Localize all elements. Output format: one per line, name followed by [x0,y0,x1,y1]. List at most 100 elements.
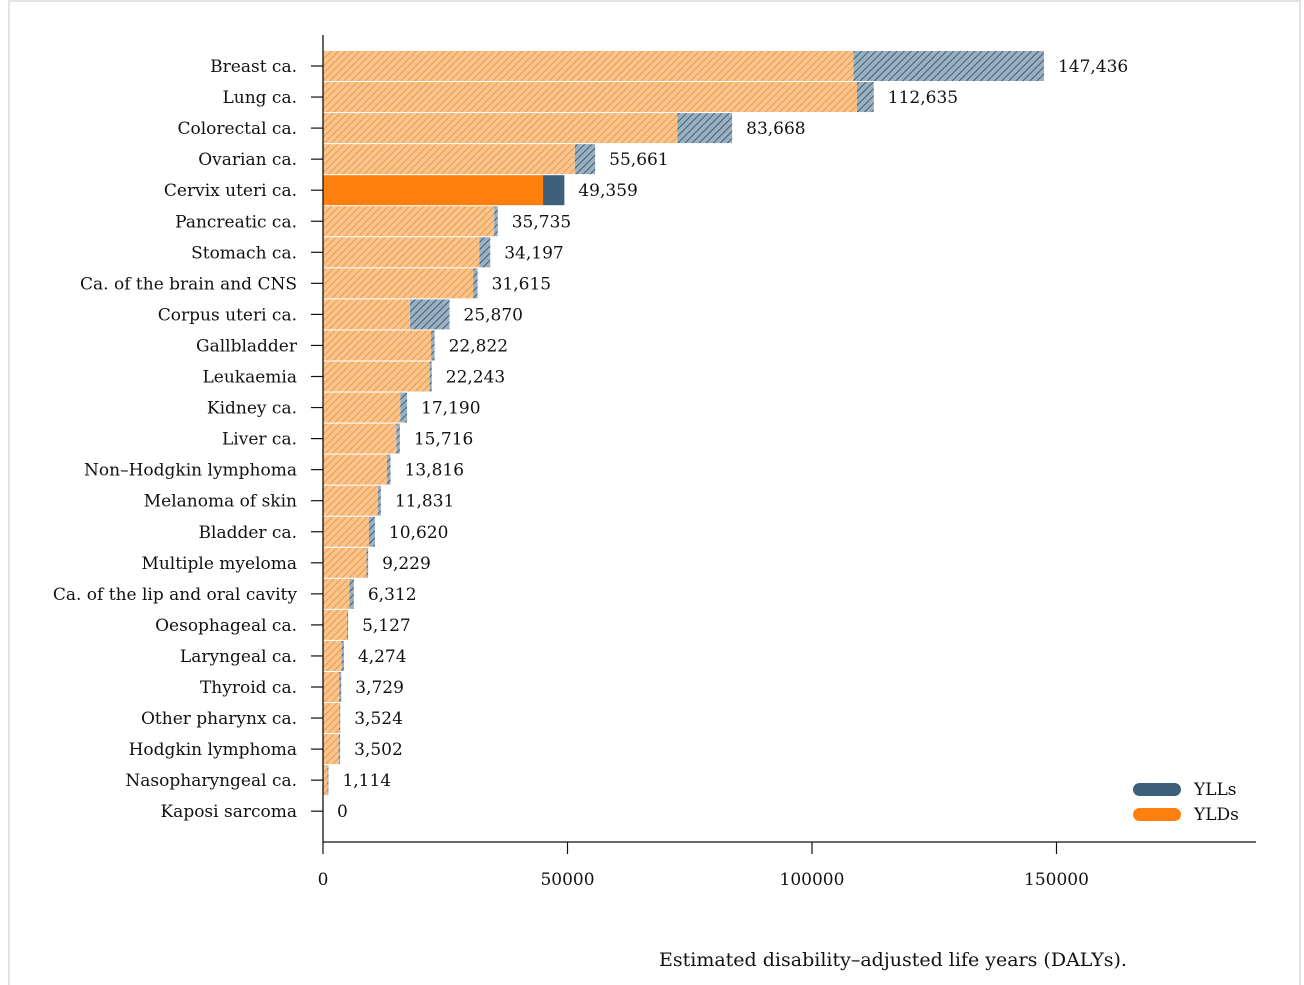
bar-yld-7 [323,268,474,299]
bar-yld-15 [323,516,369,547]
bar-yll-13 [387,454,391,485]
value-label: 35,735 [512,212,571,232]
value-label: 112,635 [888,88,958,108]
value-label: 6,312 [368,585,417,605]
legend-swatch-ylds [1133,808,1181,821]
category-label: Gallbladder [196,336,298,356]
value-label: 4,274 [358,647,407,667]
legend: YLLs YLDs [1133,780,1239,825]
value-label: 0 [337,802,348,822]
bar-yld-23 [323,765,328,796]
category-label: Corpus uteri ca. [158,305,297,325]
bar-yld-21 [323,703,340,734]
bar-yll-12 [396,423,400,454]
bar-yld-16 [323,547,367,578]
bar-yll-23 [327,765,329,796]
bar-yll-19 [341,640,344,671]
bar-yll-3 [574,144,596,175]
bar-yld-10 [323,361,430,392]
category-label: Cervix uteri ca. [164,181,297,201]
bar-yld-5 [323,206,495,237]
category-label: Oesophageal ca. [155,616,297,636]
bar-yll-11 [400,392,408,423]
bar-yld-11 [323,392,401,423]
value-label: 25,870 [464,305,523,325]
bar-yld-13 [323,454,388,485]
value-label: 49,359 [578,181,637,201]
category-label: Laryngeal ca. [180,647,297,667]
category-label: Pancreatic ca. [175,212,297,232]
x-tick-label: 100000 [780,870,845,890]
category-label: Leukaemia [203,368,298,388]
bar-yll-20 [339,672,342,702]
bar-yld-6 [323,237,480,268]
bar-yld-12 [323,423,397,454]
value-label: 34,197 [504,243,563,263]
bar-yld-17 [323,578,350,609]
value-label: 22,822 [449,336,508,356]
x-axis-label: Estimated disability–adjusted life years… [659,949,1127,971]
category-label: Nasopharyngeal ca. [125,771,297,791]
bar-yld-3 [323,144,575,175]
category-label: Liver ca. [222,430,297,450]
bar-yll-0 [853,51,1044,81]
value-label: 3,729 [355,678,404,698]
bar-yld-2 [323,113,678,144]
category-label: Ovarian ca. [198,150,297,170]
value-label: 22,243 [446,368,505,388]
bar-yll-8 [410,299,450,330]
bar-yll-17 [349,578,354,609]
category-label: Multiple myeloma [141,554,297,574]
bar-yll-16 [366,547,369,578]
category-label: Kaposi sarcoma [160,802,297,822]
chart-frame [8,0,1301,985]
bar-yld-9 [323,330,432,361]
category-label: Non–Hodgkin lymphoma [84,461,297,481]
bar-yld-14 [323,485,378,516]
category-label: Hodgkin lymphoma [129,740,297,760]
legend-label: YLDs [1193,805,1239,825]
bar-yll-5 [494,206,498,237]
bar-yld-20 [323,672,340,702]
x-tick-label: 50000 [540,870,594,890]
value-label: 1,114 [342,771,391,791]
value-label: 31,615 [492,274,551,294]
bar-yll-18 [346,609,349,640]
bar-yll-4 [543,175,565,206]
bar-yld-4 [323,175,544,206]
bar-yll-21 [339,703,341,734]
bar-yll-9 [431,330,435,361]
value-label: 9,229 [382,554,431,574]
category-label: Melanoma of skin [144,492,297,512]
bar-yld-18 [323,609,347,640]
bar-yld-1 [323,82,857,113]
bar-yll-22 [338,734,341,765]
value-label: 13,816 [405,461,464,481]
legend-swatch-ylls [1133,783,1181,796]
value-label: 5,127 [362,616,411,636]
value-label: 3,502 [354,740,403,760]
category-label: Colorectal ca. [178,119,298,139]
category-label: Thyroid ca. [200,678,297,698]
legend-label: YLLs [1193,780,1237,800]
bar-yll-10 [429,361,432,392]
category-label: Stomach ca. [191,243,297,263]
category-label: Kidney ca. [207,399,297,419]
value-label: 147,436 [1058,57,1128,77]
bar-yld-0 [323,51,854,81]
category-label: Ca. of the lip and oral cavity [53,585,298,605]
value-label: 17,190 [421,399,480,419]
value-label: 55,661 [609,150,668,170]
bar-yll-1 [856,82,874,113]
bar-yll-14 [377,485,381,516]
category-label: Bladder ca. [199,523,297,543]
value-label: 15,716 [414,430,473,450]
category-label: Other pharynx ca. [141,709,297,729]
value-label: 11,831 [395,492,454,512]
bar-yld-8 [323,299,411,330]
bar-yll-6 [479,237,491,268]
bar-yld-19 [323,640,342,671]
x-tick-label: 0 [318,870,329,890]
bar-yll-15 [368,516,375,547]
